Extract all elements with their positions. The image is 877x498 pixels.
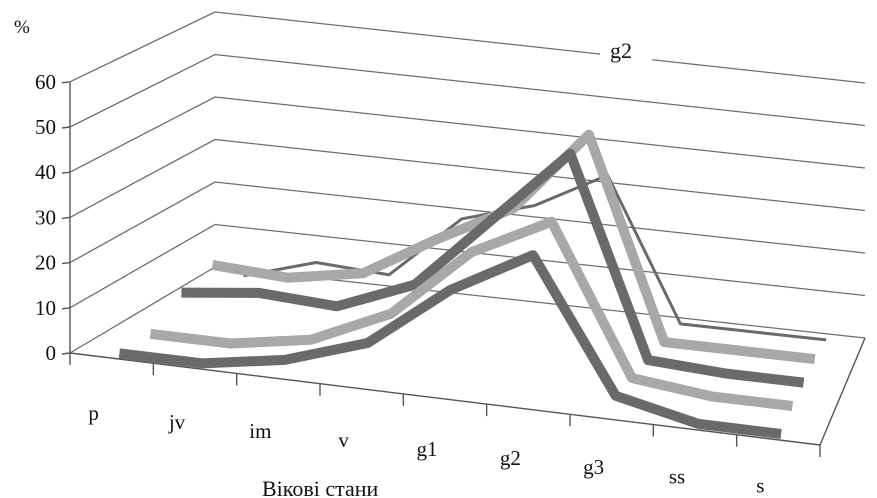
- y-tick-label: 50: [35, 115, 56, 139]
- y-tick-mark: [61, 216, 71, 220]
- gridline: [69, 138, 866, 218]
- depth-axis-line: [819, 337, 866, 446]
- series-line: [181, 148, 805, 388]
- gridline: [69, 53, 866, 128]
- x-category-label: g3: [583, 455, 604, 479]
- y-tick-mark: [61, 352, 71, 355]
- y-tick-label: 20: [35, 251, 56, 275]
- x-category-label: p: [88, 401, 99, 425]
- y-tick-label: 30: [35, 205, 56, 229]
- x-category-label: ss: [669, 464, 685, 488]
- x-category-label: im: [249, 419, 271, 443]
- gridline: [69, 11, 866, 84]
- x-category-label: g1: [417, 437, 438, 461]
- y-tick-label: 10: [35, 296, 56, 320]
- x-category-label: jv: [168, 410, 186, 434]
- gridline: [69, 223, 866, 309]
- series-line: [211, 129, 816, 365]
- x-category-label: v: [338, 428, 349, 452]
- y-tick-labels: 0 10 20 30 40 50 60: [35, 70, 56, 365]
- y-tick-mark: [61, 126, 71, 129]
- y-unit-label: %: [14, 17, 30, 38]
- series-lines: [118, 129, 827, 439]
- x-category-label: s: [756, 473, 764, 497]
- x-category-label: g2: [500, 446, 521, 470]
- y-tick-label: 0: [46, 341, 57, 365]
- series-label-box: g2: [600, 38, 652, 66]
- y-tick-mark: [61, 307, 71, 310]
- y-tick-mark: [61, 171, 71, 174]
- x-axis-title: Вікові стани: [262, 476, 379, 498]
- gridline: [69, 96, 866, 173]
- y-tick-mark: [61, 261, 71, 265]
- x-axis-line: [69, 352, 821, 446]
- series-line: [243, 173, 827, 342]
- y-tick-label: 40: [35, 160, 56, 184]
- series-line: [118, 250, 782, 439]
- x-category-labels: p jv im v g1 g2 g3 ss s: [88, 401, 764, 497]
- series-label-g2: g2: [610, 38, 632, 63]
- y-tick-label: 60: [35, 70, 56, 94]
- gridline: [69, 181, 866, 264]
- series-line: [149, 216, 793, 411]
- y-tick-mark: [61, 81, 71, 84]
- axes: [61, 81, 866, 457]
- gridlines: [69, 11, 866, 354]
